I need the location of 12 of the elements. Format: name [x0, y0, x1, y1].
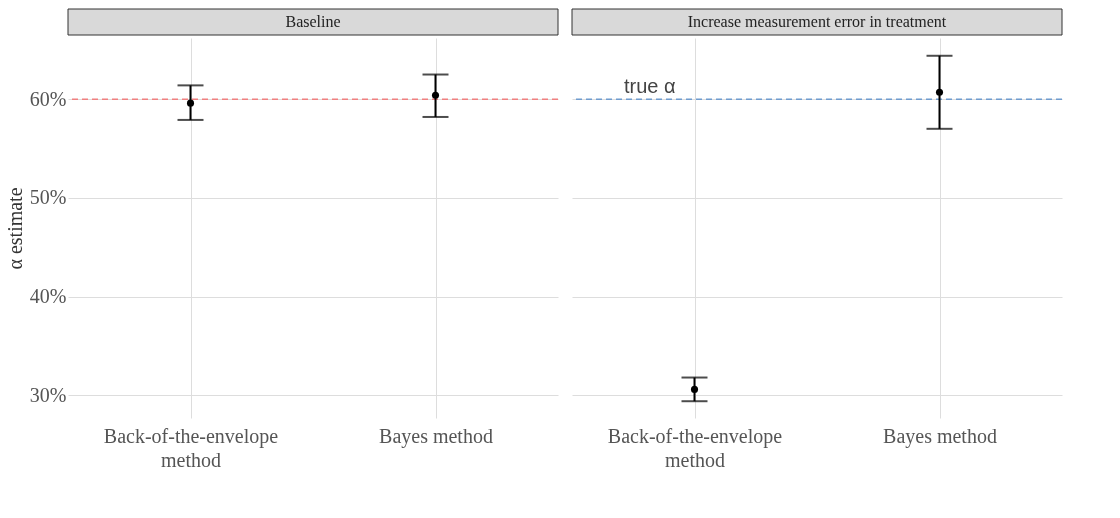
x-tick-label: Back-of-the-envelope method [607, 424, 783, 471]
y-tick-label: 40% [29, 285, 67, 308]
chart-title: Increase measurement error in treatment [687, 13, 947, 30]
y-tick-label: 30% [29, 383, 67, 406]
y-tick-label: 60% [29, 87, 67, 110]
y-tick-label: 50% [29, 186, 67, 209]
chart-title: Baseline [285, 13, 341, 30]
x-tick-label: Back-of-the-envelope method [103, 424, 279, 471]
x-tick-label: Bayes method [379, 424, 493, 448]
ref-line-label: true α [624, 75, 676, 98]
y-axis-title: α estimate [3, 187, 26, 270]
x-tick-label: Bayes method [883, 424, 997, 448]
